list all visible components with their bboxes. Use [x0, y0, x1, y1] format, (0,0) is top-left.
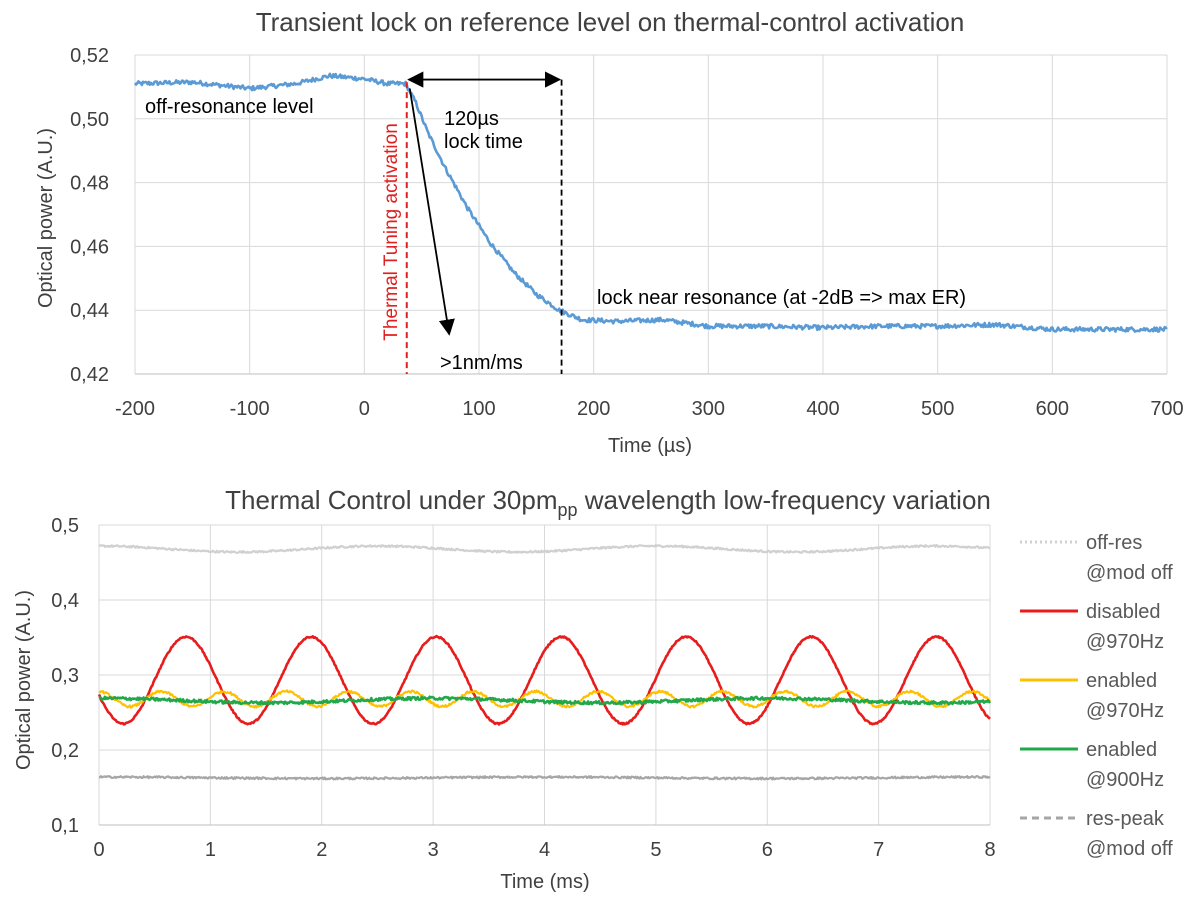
- title-main: Thermal Control under 30pm: [225, 485, 557, 515]
- legend-label: disabled: [1086, 601, 1161, 623]
- chart-title: Transient lock on reference level on the…: [256, 7, 965, 37]
- x-tick-label: 3: [428, 839, 439, 861]
- series-line-enabled-900Hz: [98, 695, 992, 706]
- x-tick-label: 2: [316, 839, 327, 861]
- series-line-res-peak-mod-off: [98, 775, 991, 781]
- slope-arrow: [408, 88, 455, 336]
- x-tick-label: 6: [762, 839, 773, 861]
- series-line-disabled-970Hz: [97, 634, 991, 726]
- x-tick-label: 400: [806, 398, 839, 420]
- x-tick-label: 5: [650, 839, 661, 861]
- x-tick-label: 200: [577, 398, 610, 420]
- y-tick-label: 0,3: [51, 665, 79, 687]
- lock-time-label: lock time: [444, 131, 523, 153]
- off-resonance-label: off-resonance level: [145, 96, 314, 118]
- x-axis-label: Time (ms): [500, 871, 589, 893]
- x-tick-labels: -200 -100 0 100 200 300 400 500 600 700: [115, 398, 1184, 420]
- legend-label: @900Hz: [1086, 769, 1164, 791]
- legend-label: @mod off: [1086, 838, 1173, 860]
- thermal-activation-label: Thermal Tuning activation: [381, 123, 402, 341]
- legend-label: off-res: [1086, 532, 1142, 554]
- legend: off-res @mod off disabled @970Hz enabled @970…: [1020, 532, 1173, 860]
- lock-time-value: 120µs: [444, 108, 499, 130]
- y-tick-labels: 0,1 0,2 0,3 0,4 0,5: [51, 515, 79, 837]
- y-tick-label: 0,48: [70, 173, 109, 195]
- y-tick-label: 0,2: [51, 740, 79, 762]
- slope-label: >1nm/ms: [440, 352, 523, 374]
- y-axis-label: Optical power (A.U.): [35, 128, 57, 308]
- x-tick-label: 4: [539, 839, 550, 861]
- x-axis-label: Time (µs): [608, 435, 692, 457]
- x-tick-label: 300: [692, 398, 725, 420]
- title-subscript: pp: [558, 500, 578, 520]
- x-tick-label: 0: [359, 398, 370, 420]
- optical-power-trace: [133, 72, 1168, 333]
- legend-label: res-peak: [1086, 808, 1165, 830]
- y-tick-label: 0,52: [70, 45, 109, 67]
- x-tick-label: 7: [873, 839, 884, 861]
- x-tick-label: 1: [205, 839, 216, 861]
- y-tick-labels: 0,42 0,44 0,46 0,48 0,50 0,52: [70, 45, 109, 386]
- series-line-off-res-mod-off: [98, 544, 991, 554]
- x-tick-label: 8: [984, 839, 995, 861]
- x-tick-label: 0: [93, 839, 104, 861]
- y-tick-label: 0,44: [70, 300, 109, 322]
- y-axis-label: Optical power (A.U.): [13, 590, 35, 770]
- series-traces: [97, 544, 992, 781]
- y-tick-label: 0,50: [70, 109, 109, 131]
- x-tick-label: 700: [1150, 398, 1183, 420]
- lock-near-label: lock near resonance (at -2dB => max ER): [597, 287, 966, 309]
- y-tick-label: 0,46: [70, 236, 109, 258]
- y-tick-label: 0,1: [51, 815, 79, 837]
- y-tick-label: 0,4: [51, 590, 79, 612]
- x-tick-label: -200: [115, 398, 155, 420]
- x-tick-label: 100: [462, 398, 495, 420]
- x-tick-labels: 0 1 2 3 4 5 6 7 8: [93, 839, 995, 861]
- y-tick-label: 0,5: [51, 515, 79, 537]
- thermal-control-chart: Thermal Control under 30pmpp wavelength …: [13, 485, 1173, 893]
- title-rest: wavelength low-frequency variation: [578, 485, 991, 515]
- plot-grid: [98, 524, 991, 826]
- plot-grid: [134, 54, 1168, 375]
- chart-title: Thermal Control under 30pmpp wavelength …: [225, 485, 991, 520]
- x-tick-label: -100: [230, 398, 270, 420]
- legend-label: @970Hz: [1086, 631, 1164, 653]
- legend-label: @970Hz: [1086, 700, 1164, 722]
- y-tick-label: 0,42: [70, 364, 109, 386]
- x-tick-label: 600: [1036, 398, 1069, 420]
- legend-label: enabled: [1086, 739, 1157, 761]
- legend-label: enabled: [1086, 670, 1157, 692]
- transient-lock-chart: Transient lock on reference level on the…: [35, 7, 1184, 457]
- x-tick-label: 500: [921, 398, 954, 420]
- legend-label: @mod off: [1086, 562, 1173, 584]
